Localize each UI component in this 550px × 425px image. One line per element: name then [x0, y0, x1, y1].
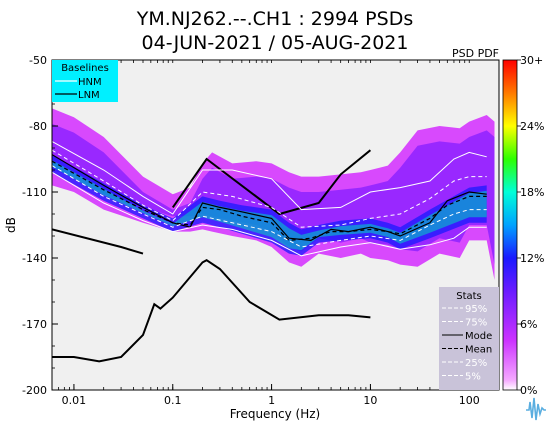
chart-subtitle: 04-JUN-2021 / 05-AUG-2021	[142, 32, 409, 54]
stats-legend-label: 5%	[465, 372, 481, 383]
colorbar-tick-label: 0%	[520, 384, 537, 397]
x-axis: 0.01 0.1 1 10 100	[51, 60, 500, 407]
series-layer	[52, 140, 487, 363]
x-tick-label: 0.01	[62, 394, 87, 407]
y-tick-label: -170	[22, 318, 47, 331]
y-tick-label: -200	[22, 384, 47, 397]
series-lnm-line	[52, 259, 371, 363]
colorbar-tick-label: 30+	[520, 54, 543, 67]
plot-frame	[51, 59, 500, 391]
stats-legend-items: 95% 75% Mode Mean 25% 5%	[442, 304, 492, 383]
baselines-legend-title: Baselines	[61, 63, 109, 74]
stats-legend-label: 75%	[465, 318, 487, 329]
series-75-line	[52, 149, 487, 228]
series-95-line	[52, 140, 487, 215]
waveform-logo	[526, 397, 546, 421]
stats-legend-label: Mode	[465, 331, 492, 342]
hnm-legend-label: HNM	[78, 77, 102, 88]
stats-legend-label: 95%	[465, 304, 487, 315]
x-axis-label: Frequency (Hz)	[230, 407, 321, 421]
y-tick-label: -140	[22, 252, 47, 265]
baselines-legend: Baselines HNM LNM	[52, 60, 118, 102]
x-tick-label: 1	[268, 394, 275, 407]
stats-legend-label: Mean	[465, 345, 492, 356]
x-tick-label: 0.1	[164, 394, 182, 407]
psd-density-peak	[52, 160, 487, 251]
colorbar-tick-label: 24%	[520, 120, 544, 133]
series-mean-line	[52, 160, 487, 242]
stats-legend: Stats 95% 75% Mode Mean 25% 5%	[439, 287, 499, 390]
colorbar-tick-label: 12%	[520, 252, 544, 265]
colorbar	[502, 59, 518, 391]
series-high-nhnm-partial-line	[52, 228, 144, 255]
y-axis-label: dB	[4, 217, 18, 233]
series-hnm-line	[171, 149, 372, 216]
psd-pdf-label: PSD PDF	[452, 47, 499, 60]
chart-title: YM.NJ262.--.CH1 : 2994 PSDs	[136, 8, 413, 30]
colorbar-tick-label: 6%	[520, 318, 537, 331]
colorbar-ticks: 30+ 24% 18% 12% 6% 0%	[517, 54, 544, 397]
y-tick-label: -50	[29, 54, 47, 67]
y-axis: -50 -80 -110 -140 -170 -200	[22, 54, 58, 397]
stats-legend-box	[439, 287, 499, 390]
x-tick-label: 10	[363, 394, 377, 407]
stats-legend-title: Stats	[456, 291, 482, 302]
lnm-legend-label: LNM	[78, 90, 100, 101]
series-25-line	[52, 165, 487, 248]
series-5-line	[52, 171, 487, 257]
y-tick-label: -80	[29, 120, 47, 133]
x-tick-label: 100	[459, 394, 480, 407]
stats-legend-label: 25%	[465, 358, 487, 369]
y-tick-label: -110	[22, 186, 47, 199]
colorbar-tick-label: 18%	[520, 186, 544, 199]
